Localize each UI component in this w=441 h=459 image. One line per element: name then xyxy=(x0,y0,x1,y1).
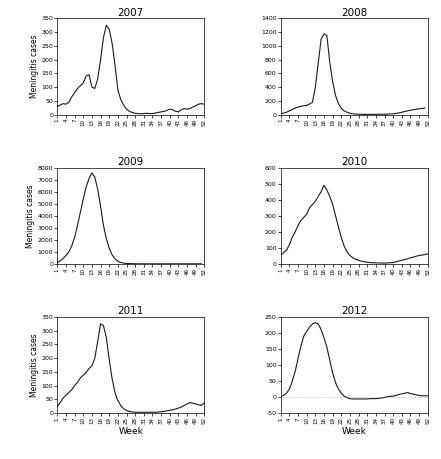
Title: 2009: 2009 xyxy=(118,157,144,167)
X-axis label: Week: Week xyxy=(342,427,367,436)
Y-axis label: Meningitis cases: Meningitis cases xyxy=(30,333,39,397)
Title: 2012: 2012 xyxy=(341,306,367,316)
Title: 2007: 2007 xyxy=(118,8,144,17)
Title: 2011: 2011 xyxy=(118,306,144,316)
Title: 2008: 2008 xyxy=(341,8,367,17)
Y-axis label: Meningitis cases: Meningitis cases xyxy=(30,35,39,98)
Title: 2010: 2010 xyxy=(341,157,367,167)
X-axis label: Week: Week xyxy=(118,427,143,436)
Y-axis label: Meningitis cases: Meningitis cases xyxy=(26,184,35,247)
